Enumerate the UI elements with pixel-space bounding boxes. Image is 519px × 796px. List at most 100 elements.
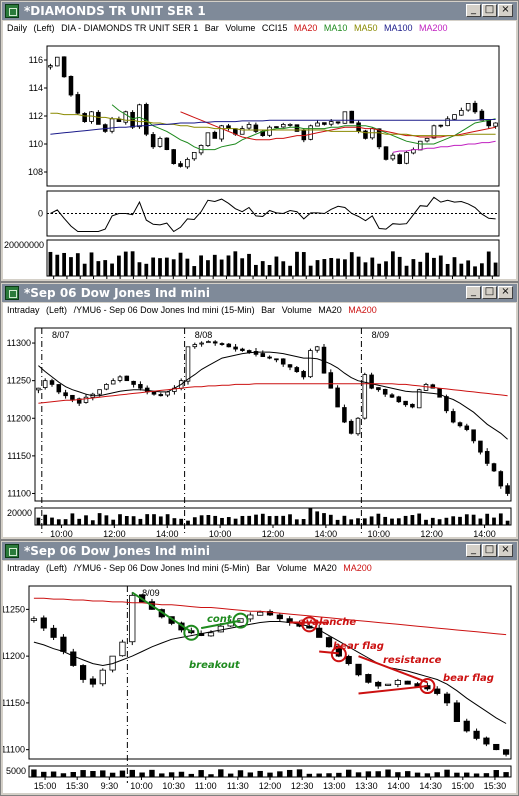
volume-bar (274, 256, 279, 276)
minimize-button[interactable]: _ (466, 4, 481, 17)
volume-bar (267, 265, 272, 276)
volume-bar (247, 253, 251, 276)
volume-bar (370, 257, 375, 276)
volume-bar (149, 769, 155, 777)
volume-bar (178, 252, 183, 276)
volume-bar (336, 772, 342, 777)
candle-body (430, 384, 436, 389)
y-tick-label: 11250 (7, 376, 31, 386)
volume-bar (505, 520, 510, 525)
candle-body (212, 131, 218, 139)
candle-body (417, 140, 423, 151)
volume-bar (281, 261, 286, 276)
chart-window-5min[interactable]: *Sep 06 Dow Jones Ind mini _ □ × 11250 11… (0, 540, 519, 796)
volume-bar (445, 263, 450, 276)
candle-body (362, 374, 368, 419)
maximize-button[interactable]: □ (482, 286, 497, 299)
close-button[interactable]: × (498, 544, 513, 557)
volume-bar (434, 772, 440, 777)
volume-bar (301, 252, 306, 276)
minimize-button[interactable]: _ (466, 544, 481, 557)
candle-body (239, 128, 245, 135)
candle-body (82, 113, 87, 123)
candle-body (274, 126, 279, 128)
y-tick-label: 11300 (7, 338, 31, 348)
x-tick-label: 10:00 (368, 529, 391, 537)
volume-bar (424, 773, 431, 777)
x-tick-label: 10:00 (209, 529, 232, 537)
volume-scale-label: 20000000 (4, 240, 44, 250)
close-button[interactable]: × (498, 4, 513, 17)
window-titlebar[interactable]: *DIAMONDS TR UNIT SER 1 _ □ × (2, 2, 517, 20)
x-tick-label: 13:30 (355, 781, 378, 791)
window-titlebar[interactable]: *Sep 06 Dow Jones Ind mini _ □ × (2, 284, 517, 302)
cci-label: CCI15 (261, 23, 288, 33)
volume-bar (240, 258, 245, 276)
candle-body (424, 138, 430, 142)
candle-body (287, 364, 293, 368)
volume-bar (473, 266, 477, 276)
candle-body (502, 749, 510, 755)
chart-area[interactable]: 11611411211010820000000911151719232530J5… (3, 21, 516, 279)
candle-body (61, 56, 67, 78)
x-tick-label: 11:00 (195, 781, 217, 791)
volume-bar (56, 519, 61, 525)
volume-bar (104, 515, 109, 525)
ma50-label: MA50 (353, 23, 378, 33)
volume-scale-label: 20000 (7, 508, 32, 518)
y-tick-label: 11150 (7, 451, 31, 461)
window-title: *DIAMONDS TR UNIT SER 1 (24, 4, 206, 18)
candle-body (308, 125, 313, 140)
volume-bar (226, 255, 231, 276)
volume-bar (322, 513, 326, 525)
period-label: Daily (7, 23, 28, 33)
candle-body (301, 371, 306, 378)
volume-bar (139, 772, 145, 777)
candle-body (260, 353, 266, 357)
volume-bar (375, 771, 381, 777)
candle-body (199, 342, 204, 345)
candle-body (137, 104, 142, 128)
volume-bar (464, 514, 469, 525)
candle-body (416, 389, 422, 409)
chart-area[interactable]: 11300 11250 11200 11150 11100 8/07 8/08 8/09 200… (3, 303, 516, 537)
minimize-button[interactable]: _ (466, 286, 481, 299)
volume-bar (277, 771, 283, 777)
candle-body (478, 440, 483, 453)
candle-body (375, 681, 382, 687)
close-button[interactable]: × (498, 286, 513, 299)
maximize-button[interactable]: □ (482, 544, 497, 557)
candle-body (294, 367, 300, 373)
candle-body (483, 737, 490, 745)
annotation-resistance: resistance (383, 655, 442, 666)
volume-bar (69, 257, 73, 276)
volume-bar (342, 515, 347, 525)
volume-bar (483, 773, 490, 777)
maximize-button[interactable]: □ (482, 4, 497, 17)
candle-body (123, 111, 129, 123)
volume-bar (129, 769, 135, 777)
resistance-line (358, 655, 428, 684)
candle-body (48, 65, 53, 68)
candle-body (376, 387, 381, 391)
ma-line-ma200 (33, 597, 507, 636)
volume-bar (286, 769, 293, 777)
volume-bar (123, 251, 128, 276)
x-tick-label: 14:00 (315, 529, 338, 537)
volume-bar (444, 517, 449, 525)
candle-body (355, 417, 361, 435)
x-tick-label: 12:00 (103, 529, 126, 537)
volume-bar (385, 769, 391, 777)
window-titlebar[interactable]: *Sep 06 Dow Jones Ind mini _ □ × (2, 542, 517, 560)
chart-area[interactable]: 11250 11200 11150 11100 8/09 5000 15:00 15:30 9:… (3, 561, 516, 793)
symbol-label: /YMU6 - Sep 06 Dow Jones Ind mini (5-Min… (73, 563, 250, 573)
volume-bar (315, 260, 320, 276)
volume-bar (355, 772, 362, 777)
volume-bar (226, 517, 231, 525)
volume-bar (459, 263, 464, 276)
chart-window-daily[interactable]: *DIAMONDS TR UNIT SER 1 _ □ × 116 114 112 1… (0, 0, 519, 282)
volume-bar (118, 514, 122, 525)
bear-flag-circle-2 (419, 678, 436, 695)
volume-bar (159, 773, 165, 777)
chart-window-15min[interactable]: *Sep 06 Dow Jones Ind mini _ □ × 11300 11… (0, 282, 519, 540)
